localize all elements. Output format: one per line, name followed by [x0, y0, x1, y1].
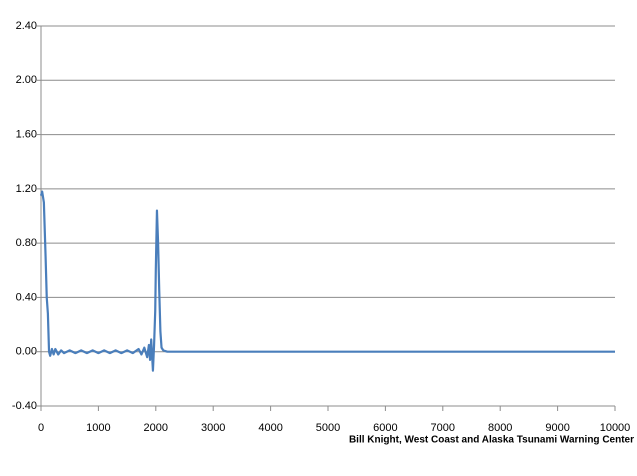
x-tick-label: 3000 [201, 422, 225, 434]
x-tick-label: 4000 [258, 422, 282, 434]
y-tick-label: 1.20 [16, 183, 37, 195]
annotation: Bill Knight, West Coast and Alaska Tsuna… [349, 435, 634, 446]
y-tick-label: 0.80 [16, 237, 37, 249]
y-tick-label: 0.00 [16, 346, 37, 358]
x-tick-label: 0 [38, 422, 44, 434]
x-tick-label: 8000 [488, 422, 512, 434]
y-tick-label: -0.40 [12, 400, 37, 412]
y-tick-label: 2.00 [16, 74, 37, 86]
x-tick-label: 6000 [373, 422, 397, 434]
x-tick-label: 10000 [600, 422, 631, 434]
y-tick-label: 0.40 [16, 291, 37, 303]
data-line [39, 190, 615, 372]
x-tick-label: 5000 [316, 422, 340, 434]
y-tick-label: 1.60 [16, 128, 37, 140]
x-tick-label: 1000 [86, 422, 110, 434]
y-tick-label: 2.40 [16, 20, 37, 32]
x-tick-label: 2000 [144, 422, 168, 434]
x-tick-label: 9000 [545, 422, 569, 434]
x-tick-label: 7000 [431, 422, 455, 434]
